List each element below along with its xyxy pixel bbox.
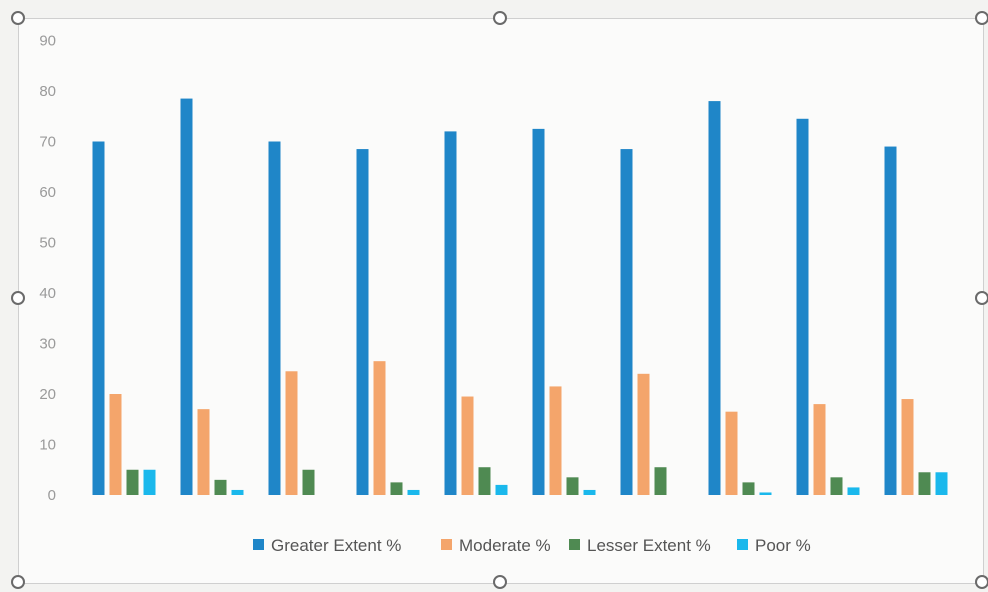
bar-greater-extent-3[interactable] [268, 141, 281, 496]
bar-poor-6[interactable] [583, 489, 596, 495]
bar-greater-extent-10[interactable] [884, 146, 897, 496]
y-tick-label: 20 [39, 386, 56, 403]
y-axis: 0 10 20 30 40 50 60 70 80 90 [39, 33, 56, 505]
resize-handle-middle-right[interactable] [975, 291, 988, 305]
legend-label: Moderate % [459, 536, 551, 555]
y-tick-label: 90 [39, 33, 56, 50]
bar-moderate-7[interactable] [637, 373, 650, 495]
bar-greater-extent-4[interactable] [356, 149, 369, 495]
bar-greater-extent-6[interactable] [532, 128, 545, 495]
y-tick-label: 50 [39, 235, 56, 252]
bar-greater-extent-7[interactable] [620, 149, 633, 495]
bar-poor-1[interactable] [143, 469, 156, 495]
bar-moderate-2[interactable] [197, 409, 210, 495]
legend-swatch [569, 539, 580, 550]
bar-lesser-extent-9[interactable] [830, 477, 843, 495]
bar-poor-4[interactable] [407, 489, 420, 495]
bar-moderate-9[interactable] [813, 404, 826, 495]
bar-lesser-extent-7[interactable] [654, 467, 667, 495]
resize-handle-top-left[interactable] [11, 11, 25, 25]
bar-lesser-extent-1[interactable] [126, 469, 139, 495]
legend-label: Lesser Extent % [587, 536, 711, 555]
resize-handle-middle-left[interactable] [11, 291, 25, 305]
bar-greater-extent-8[interactable] [708, 101, 721, 495]
bar-poor-9[interactable] [847, 487, 860, 495]
y-tick-label: 10 [39, 437, 56, 454]
resize-handle-top-right[interactable] [975, 11, 988, 25]
bar-moderate-3[interactable] [285, 371, 298, 495]
resize-handle-bottom-left[interactable] [11, 575, 25, 589]
bar-moderate-4[interactable] [373, 361, 386, 495]
bar-lesser-extent-8[interactable] [742, 482, 755, 495]
bar-greater-extent-9[interactable] [796, 118, 809, 496]
bar-poor-10[interactable] [935, 472, 948, 495]
bar-moderate-10[interactable] [901, 399, 914, 495]
y-tick-label: 0 [48, 487, 56, 504]
bar-moderate-8[interactable] [725, 411, 738, 495]
bar-lesser-extent-10[interactable] [918, 472, 931, 495]
resize-handle-bottom-center[interactable] [493, 575, 507, 589]
bar-lesser-extent-3[interactable] [302, 469, 315, 495]
legend-label: Poor % [755, 536, 811, 555]
bar-poor-8[interactable] [759, 492, 772, 495]
bar-moderate-6[interactable] [549, 386, 562, 495]
bar-poor-5[interactable] [495, 484, 508, 495]
legend-label: Greater Extent % [271, 536, 401, 555]
bar-greater-extent-2[interactable] [180, 98, 193, 495]
bar-lesser-extent-5[interactable] [478, 467, 491, 495]
y-tick-label: 40 [39, 285, 56, 302]
bar-moderate-5[interactable] [461, 396, 474, 495]
bar-series-group [92, 98, 948, 496]
bar-lesser-extent-6[interactable] [566, 477, 579, 495]
legend-swatch [441, 539, 452, 550]
resize-handle-top-center[interactable] [493, 11, 507, 25]
legend: Greater Extent % Moderate % Lesser Extent … [253, 536, 811, 555]
bar-moderate-1[interactable] [109, 394, 122, 495]
legend-swatch [253, 539, 264, 550]
resize-handle-bottom-right[interactable] [975, 575, 988, 589]
bar-lesser-extent-4[interactable] [390, 482, 403, 495]
y-tick-label: 70 [39, 134, 56, 151]
bar-greater-extent-1[interactable] [92, 141, 105, 496]
legend-swatch [737, 539, 748, 550]
y-tick-label: 80 [39, 83, 56, 100]
bar-poor-2[interactable] [231, 489, 244, 495]
bar-greater-extent-5[interactable] [444, 131, 457, 495]
y-tick-label: 30 [39, 336, 56, 353]
y-tick-label: 60 [39, 184, 56, 201]
bar-lesser-extent-2[interactable] [214, 479, 227, 495]
